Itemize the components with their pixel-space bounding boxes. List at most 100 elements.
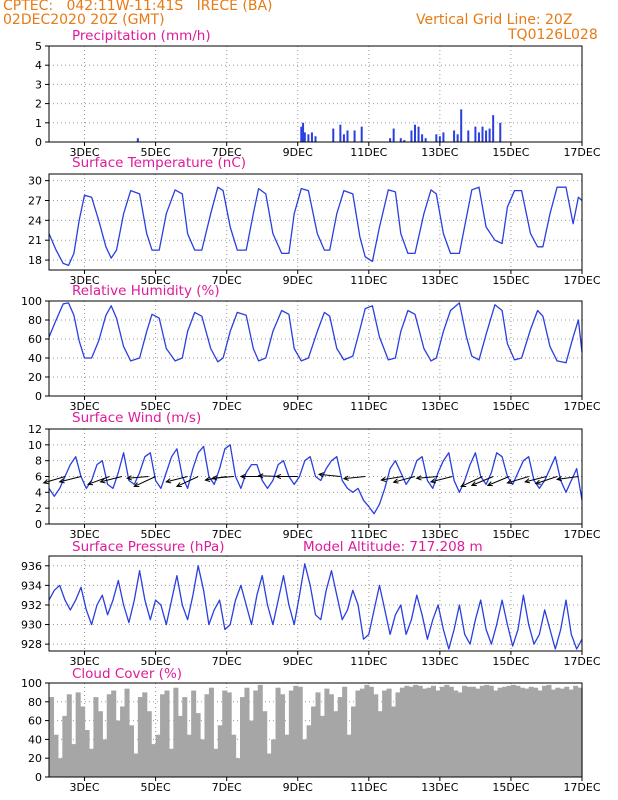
wind-vector-head (429, 478, 436, 484)
cloud-bar (111, 690, 117, 777)
rh-xtick-label: 17DEC (563, 400, 600, 413)
wind-xtick-label: 9DEC (283, 528, 313, 541)
wind-title: Surface Wind (m/s) (72, 410, 202, 426)
cloud-bar (133, 753, 139, 777)
cloud-bar (235, 758, 241, 777)
cloud-ytick-label: 0 (35, 771, 42, 784)
cloud-frame (48, 682, 583, 778)
cloud-bar (515, 685, 521, 777)
cloud-bar (502, 686, 508, 777)
wind-vector-shaft (507, 476, 529, 484)
cloud-bar (244, 687, 250, 777)
grid-note: Vertical Grid Line: 20Z (416, 12, 573, 28)
precip-ytick-label: 3 (35, 78, 42, 91)
rh-xtick-label: 3DEC (69, 400, 99, 413)
cloud-bar (115, 720, 121, 777)
cloud-xtick-label: 5DEC (141, 781, 171, 794)
cloud-bar (391, 706, 397, 777)
cloud-bar (66, 694, 72, 777)
cloud-bar (279, 694, 286, 777)
rh-xtick-label: 11DEC (350, 400, 387, 413)
wind-vector-shaft (212, 476, 234, 479)
precip-bar (474, 126, 477, 142)
pressure-xtick-label: 9DEC (283, 655, 313, 668)
wind-vector-shaft (471, 476, 494, 486)
cloud-ytick-label: 40 (28, 733, 42, 746)
wind-vector-shaft (416, 476, 439, 479)
cloud-bar (373, 694, 379, 777)
cloud-bar (542, 685, 548, 777)
pressure-xtick-label: 5DEC (141, 655, 171, 668)
cloud-bar (204, 694, 210, 777)
cloud-bar (413, 684, 419, 777)
wind-vector (534, 476, 558, 485)
wind-ytick-label: 4 (35, 486, 42, 499)
pressure-xtick-label: 17DEC (563, 655, 600, 668)
wind-vector-head (58, 478, 65, 484)
cloud-bar (439, 686, 445, 777)
cloud-bar (444, 684, 450, 777)
wind-frame (48, 428, 583, 525)
cloud-bar (368, 686, 374, 777)
wind-line (48, 444, 583, 515)
cloud-xtick-label: 13DEC (421, 781, 458, 794)
cloud-bar (577, 687, 583, 777)
wind-vector (211, 475, 234, 481)
wind-vector-head (42, 479, 49, 485)
pressure-xtick-label: 3DEC (69, 655, 99, 668)
cloud-bar (524, 688, 530, 777)
cloud-title: Cloud Cover (%) (72, 666, 183, 682)
cloud-bar (430, 685, 437, 777)
wind-vector-shaft (343, 476, 366, 480)
wind-vector (239, 473, 263, 480)
precip-bar (332, 128, 335, 142)
cloud-bar (408, 686, 414, 777)
wind-ytick-label: 10 (28, 439, 42, 452)
temp-ytick-label: 24 (28, 214, 42, 227)
temp-xtick-label: 3DEC (69, 274, 99, 287)
wind-vector (175, 476, 199, 488)
precip-bar (389, 138, 392, 142)
precip-bar (136, 138, 139, 142)
wind-vector-shaft (43, 476, 66, 484)
pressure-ytick-label: 930 (21, 619, 42, 632)
wind-vector-head (204, 476, 211, 482)
precip-ytick-label: 4 (35, 59, 42, 72)
cloud-bar (226, 692, 232, 777)
wind-vector-shaft (460, 476, 483, 487)
wind-vector-head (470, 481, 477, 487)
temp-line (48, 186, 583, 267)
wind-vector-head (555, 476, 563, 482)
pressure-xtick-label: 13DEC (421, 655, 458, 668)
wind-xtick-label: 5DEC (141, 528, 171, 541)
precip-panel: 0 1 2 3 4 5 3DEC 5DEC 7DEC 9DEC 11DEC 13DEC 15DEC 17D… (35, 40, 601, 159)
wind-vector (486, 476, 510, 487)
wind-ytick-label: 8 (35, 455, 42, 468)
cloud-bar (57, 758, 63, 777)
wind-vector-head (257, 473, 264, 479)
cloud-bar (288, 690, 294, 777)
cloud-bar (324, 688, 330, 777)
wind-vector-shaft (166, 476, 188, 483)
wind-vector (555, 476, 579, 482)
model-label: TQ0126L028 (508, 27, 598, 43)
cloud-bar (88, 748, 95, 777)
precip-bar (303, 132, 306, 142)
cloud-bar (333, 711, 339, 777)
wind-xtick-label: 15DEC (492, 528, 529, 541)
wind-vector-head (317, 472, 324, 478)
cloud-bar (506, 685, 512, 777)
cloud-bar (137, 697, 143, 777)
cloud-bar (186, 734, 192, 777)
wind-ytick-label: 0 (35, 518, 42, 531)
cloud-bar (124, 688, 130, 777)
precip-ytick-label: 5 (35, 40, 42, 53)
cloud-bar (319, 715, 325, 777)
wind-vector (317, 472, 341, 478)
wind-vector-shaft (535, 476, 558, 485)
pressure-line (48, 563, 583, 650)
wind-vector-head (211, 475, 218, 481)
wind-vector-shaft (319, 473, 341, 477)
wind-ytick-label: 6 (35, 471, 42, 484)
cloud-bar (177, 715, 183, 777)
